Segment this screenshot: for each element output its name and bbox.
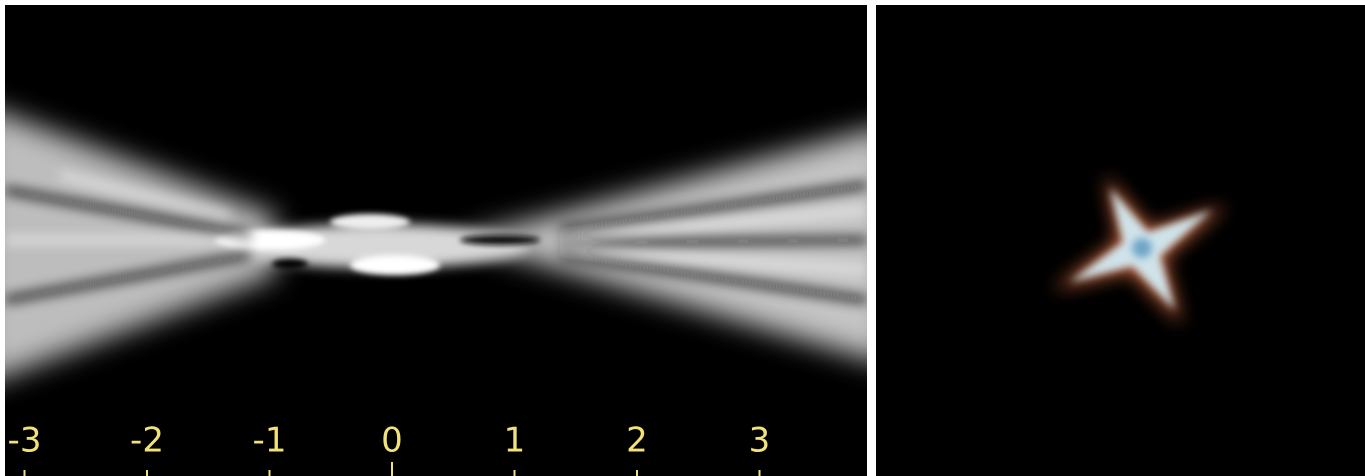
psf-panel	[876, 5, 1365, 476]
tick-label: 0	[381, 421, 403, 461]
viewer: -3 -2 -1 0 1 2 3	[0, 0, 1365, 476]
psf-center	[1132, 238, 1152, 258]
tick-label: 1	[504, 421, 526, 461]
tick-label: -3	[8, 421, 42, 461]
tick-label: 2	[626, 421, 648, 461]
beam-panel	[0, 5, 890, 476]
tick-label: 3	[749, 421, 771, 461]
tick-label: -1	[253, 421, 287, 461]
tick-label: -2	[130, 421, 164, 461]
page: -3-2-10123 (() => { const data = JSON.pa…	[0, 0, 1365, 476]
